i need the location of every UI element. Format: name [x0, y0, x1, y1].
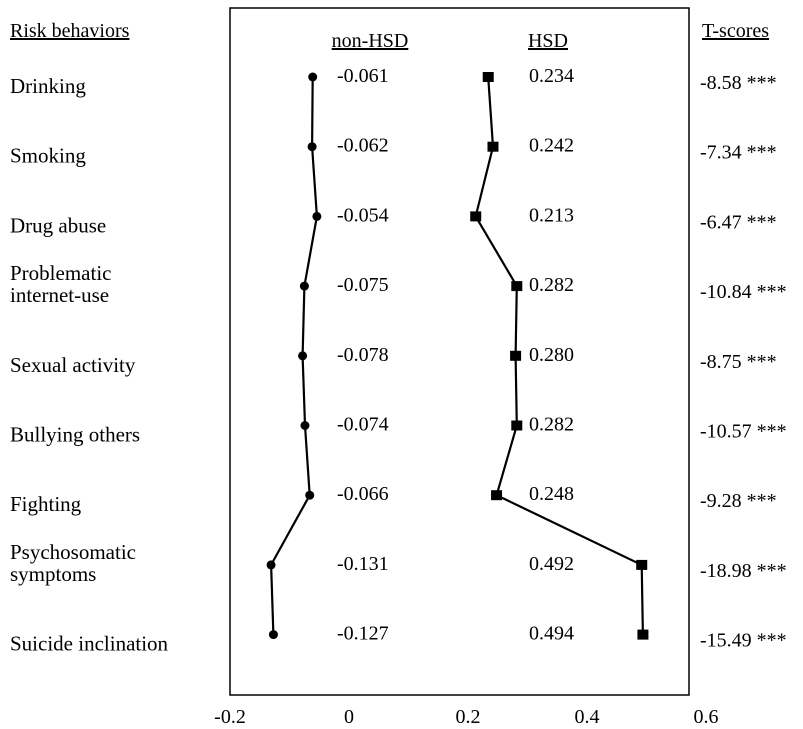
t-score: -15.49 ***	[700, 630, 787, 652]
category-label-line: Drug abuse	[10, 213, 106, 237]
value-label-hsd: 0.494	[529, 623, 574, 645]
x-tick-label: 0.4	[575, 706, 600, 728]
value-label-non-hsd: -0.078	[337, 344, 389, 366]
value-label-hsd: 0.234	[529, 65, 574, 87]
category-label: Sexual activity	[10, 353, 136, 377]
value-label-non-hsd: -0.061	[337, 65, 389, 87]
category-header: Risk behaviors	[10, 20, 130, 42]
series-header-non-hsd: non-HSD	[332, 30, 409, 52]
marker-non-hsd	[308, 72, 318, 82]
category-label-line: internet-use	[10, 283, 109, 307]
value-label-non-hsd: -0.066	[337, 483, 389, 505]
t-score: -9.28 ***	[700, 490, 777, 512]
category-label: Drug abuse	[10, 213, 106, 237]
t-score: -6.47 ***	[700, 211, 777, 233]
marker-hsd	[510, 350, 522, 361]
marker-hsd	[470, 211, 482, 222]
marker-hsd	[487, 141, 499, 152]
marker-hsd	[637, 629, 649, 640]
category-label: Fighting	[10, 492, 82, 516]
plot-frame-group	[229, 7, 690, 696]
series-header-hsd: HSD	[528, 30, 568, 52]
category-label-line: Smoking	[10, 144, 86, 168]
marker-non-hsd	[307, 142, 317, 152]
marker-non-hsd	[299, 281, 309, 291]
category-label-line: Bullying others	[10, 423, 140, 447]
x-tick-label: 0	[344, 706, 354, 728]
marker-hsd	[491, 490, 503, 501]
category-label-line: symptoms	[10, 562, 96, 586]
marker-hsd	[636, 559, 648, 570]
category-label-line: Sexual activity	[10, 353, 136, 377]
marker-non-hsd	[305, 490, 315, 500]
marker-hsd	[482, 72, 494, 82]
t-score: -7.34 ***	[700, 142, 777, 164]
value-label-non-hsd: -0.062	[337, 135, 389, 157]
t-score: -8.58 ***	[700, 72, 777, 94]
marker-non-hsd	[300, 421, 310, 430]
value-label-hsd: 0.242	[529, 135, 574, 157]
category-label: Bullying others	[10, 423, 140, 447]
marker-non-hsd	[298, 351, 308, 361]
value-label-non-hsd: -0.075	[337, 274, 389, 296]
marker-hsd	[511, 281, 523, 292]
category-label: Drinking	[10, 74, 86, 98]
x-tick-label: 0.2	[456, 706, 481, 728]
x-tick-label: 0.6	[694, 706, 719, 728]
value-label-hsd: 0.248	[529, 483, 574, 505]
value-label-hsd: 0.282	[529, 274, 574, 296]
value-label-hsd: 0.492	[529, 553, 574, 575]
category-label-line: Psychosomatic	[10, 540, 136, 564]
t-score: -10.57 ***	[700, 421, 787, 443]
t-score: -8.75 ***	[700, 351, 777, 373]
category-label-line: Fighting	[10, 492, 82, 516]
t-score: -10.84 ***	[700, 281, 787, 303]
value-label-hsd: 0.213	[529, 204, 574, 226]
category-label-line: Problematic	[10, 261, 111, 285]
value-label-non-hsd: -0.131	[337, 553, 389, 575]
plot-frame	[229, 7, 690, 696]
value-label-non-hsd: -0.054	[337, 204, 389, 226]
marker-hsd	[511, 420, 523, 431]
x-tick-label: -0.2	[214, 706, 246, 728]
value-label-hsd: 0.282	[529, 414, 574, 436]
t-score: -18.98 ***	[700, 560, 787, 582]
value-label-non-hsd: -0.127	[337, 623, 389, 645]
value-label-non-hsd: -0.074	[337, 414, 389, 436]
category-label: Psychosomatic symptoms	[10, 540, 136, 586]
category-label-line: Suicide inclination	[10, 632, 169, 656]
series-line-non-hsd	[269, 76, 319, 635]
chart-text: Risk behaviors T-scores non-HSD HSD Drinking…	[10, 20, 787, 728]
category-label-line: Drinking	[10, 74, 86, 98]
marker-non-hsd	[266, 560, 276, 570]
t-scores-header: T-scores	[702, 20, 769, 42]
category-label: Smoking	[10, 144, 86, 168]
series-markers	[266, 72, 649, 640]
marker-non-hsd	[312, 211, 322, 221]
category-label: Problematic internet-use	[10, 261, 111, 307]
series-lines	[269, 76, 644, 635]
marker-non-hsd	[268, 630, 278, 640]
category-label: Suicide inclination	[10, 632, 169, 656]
value-label-hsd: 0.280	[529, 344, 574, 366]
